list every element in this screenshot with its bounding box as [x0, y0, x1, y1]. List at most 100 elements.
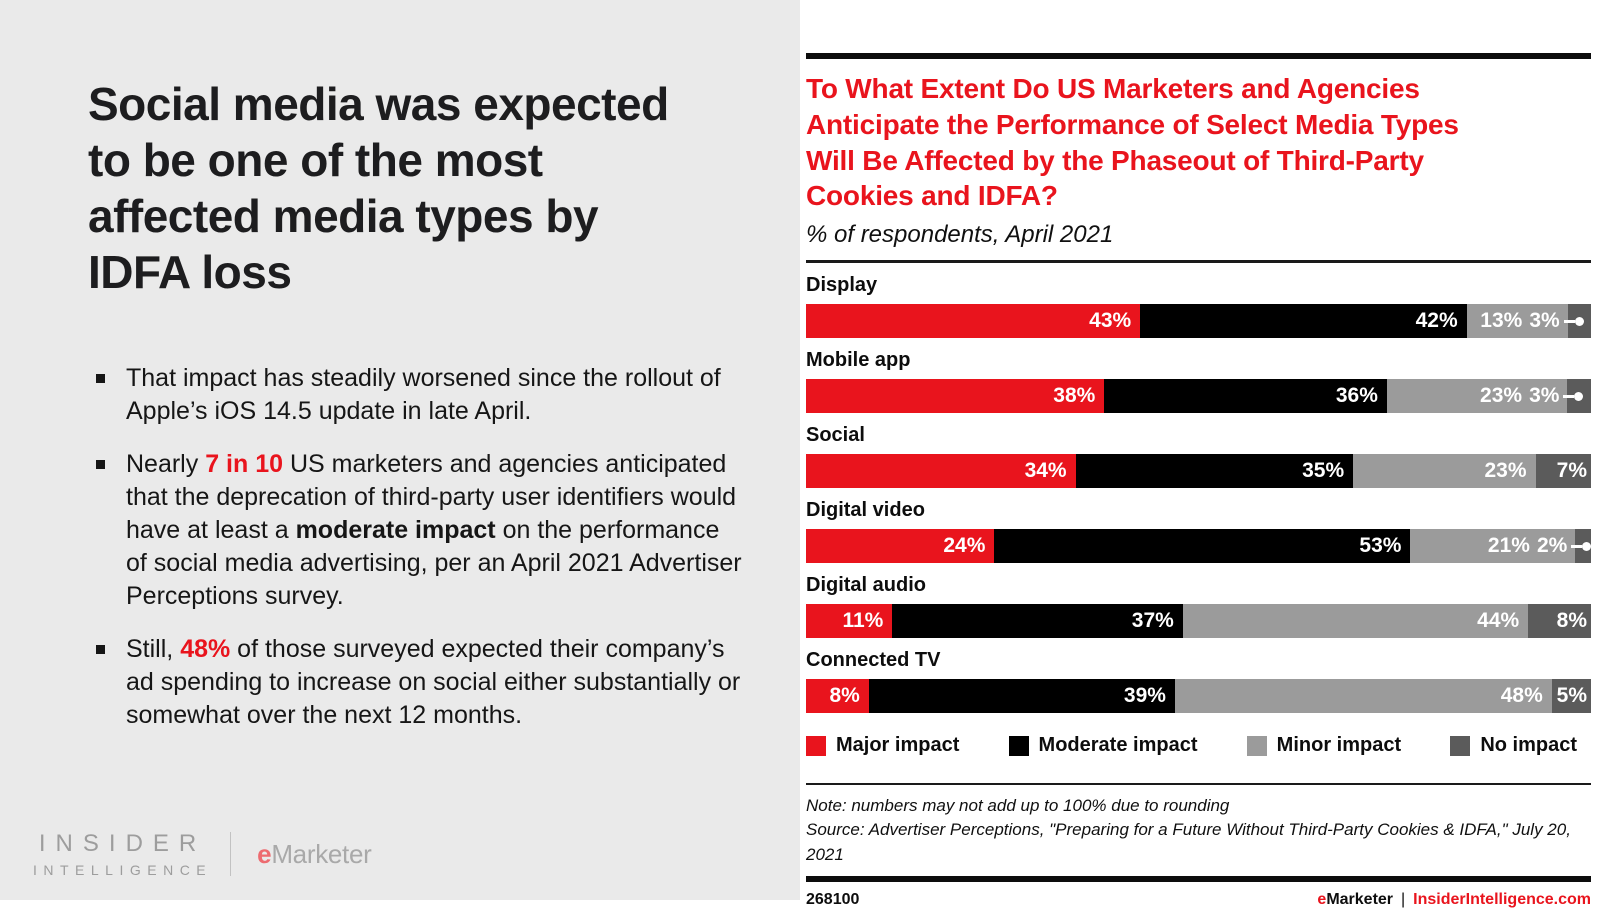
- footer-separator: |: [1401, 890, 1406, 908]
- bar-track-social: 34% 35% 23% 7%: [806, 454, 1591, 489]
- insider-intelligence-logo: INSIDER INTELLIGENCE: [33, 830, 212, 878]
- bar-segment-no-impact: 7%: [1535, 454, 1591, 489]
- bar-row-label: Display: [806, 274, 878, 297]
- segment-value-label: 43%: [1089, 309, 1132, 333]
- segment-value-label: 53%: [1359, 534, 1402, 558]
- bullet-square-icon: [96, 645, 105, 654]
- bar-segment-minor-impact: 23%: [1353, 454, 1536, 489]
- segment-value-label: 5%: [1556, 684, 1587, 708]
- bar-segment-major-impact: 43%: [806, 304, 1141, 339]
- emarketer-logo-e: e: [257, 838, 272, 869]
- bar-segment-minor-impact: 48%: [1174, 679, 1552, 714]
- callout-dot-icon: [1574, 391, 1584, 401]
- bar-segment-major-impact: 38%: [806, 379, 1105, 414]
- note-rule: [806, 783, 1591, 786]
- bar-segment-no-impact: 8%: [1528, 604, 1591, 639]
- bar-segment-major-impact: 11%: [806, 604, 893, 639]
- legend-swatch-icon: [1450, 735, 1471, 756]
- segment-value-label: 42%: [1415, 309, 1458, 333]
- top-rule: [806, 53, 1591, 59]
- logo-divider: [230, 832, 232, 876]
- legend-swatch-icon: [1246, 735, 1267, 756]
- bar-segment-minor-impact: 44%: [1182, 604, 1529, 639]
- bar-segment-minor-impact: 13% 3%: [1466, 304, 1584, 339]
- bar-row-label: Mobile app: [806, 349, 911, 372]
- segment-value-label: 23%: [1480, 384, 1523, 408]
- bar-row-label: Digital video: [806, 499, 925, 522]
- segment-value-label: 44%: [1477, 609, 1520, 633]
- segment-value-label: 2%: [1536, 534, 1568, 558]
- bar-track-mobile-app: 38% 36% 23% 3%: [806, 379, 1591, 414]
- callout-leader-line: [1563, 319, 1575, 323]
- bar-track-digital-audio: 11% 37% 44% 8%: [806, 604, 1591, 639]
- bullet-square-icon: [96, 460, 105, 469]
- emarketer-logo-text: Marketer: [271, 838, 372, 869]
- chart-title: To What Extent Do US Marketers and Agenc…: [806, 73, 1459, 212]
- segment-value-label: 8%: [1556, 609, 1587, 633]
- bar-segment-minor-impact: 21% 2%: [1410, 529, 1592, 564]
- bullet-text: That impact has steadily worsened since …: [126, 364, 721, 425]
- bar-segment-moderate-impact: 39%: [868, 679, 1175, 714]
- segment-value-label: 35%: [1302, 459, 1345, 483]
- footer-rule: [806, 875, 1591, 882]
- legend-item-no-impact: No impact: [1450, 734, 1577, 757]
- intelligence-logo-text: INTELLIGENCE: [33, 862, 213, 878]
- emarketer-logo: eMarketer: [257, 838, 372, 870]
- stacked-bar-chart: Display 43% 42% 13% 3% Mobile app 38% 36% 23% 3% S…: [806, 274, 1592, 714]
- segment-value-label: 21%: [1487, 534, 1530, 558]
- legend-label: Minor impact: [1276, 734, 1402, 757]
- bullet-item: That impact has steadily worsened since …: [96, 362, 746, 428]
- bullet-list: That impact has steadily worsened since …: [96, 362, 746, 732]
- bar-segment-major-impact: 8%: [806, 679, 869, 714]
- segment-value-label: 36%: [1335, 384, 1378, 408]
- bar-segment-minor-impact: 23% 3%: [1386, 379, 1584, 414]
- bar-segment-moderate-impact: 53%: [994, 529, 1411, 564]
- bar-segment-moderate-impact: 35%: [1075, 454, 1354, 489]
- segment-value-label: 38%: [1053, 384, 1096, 408]
- insider-intelligence-emarketer-lockup: INSIDER INTELLIGENCE eMarketer: [33, 830, 372, 878]
- segment-value-label: 3%: [1529, 309, 1560, 333]
- chart-legend: Major impact Moderate impact Minor impact N…: [806, 734, 1591, 757]
- legend-swatch-icon: [806, 735, 826, 756]
- left-summary-panel: Social media was expected to be one of th…: [0, 0, 800, 900]
- bullet-text: Nearly 7 in 10 US marketers and agencies…: [126, 450, 742, 610]
- bar-segment-moderate-impact: 36%: [1104, 379, 1387, 414]
- segment-value-label: 13%: [1480, 309, 1523, 333]
- segment-value-label: 3%: [1529, 384, 1560, 408]
- bar-row-label: Social: [806, 424, 865, 447]
- bar-segment-major-impact: 34%: [806, 454, 1076, 489]
- segment-value-label: 34%: [1024, 459, 1067, 483]
- footer-site-link: InsiderIntelligence.com: [1413, 890, 1591, 908]
- bar-segment-no-impact: 5%: [1551, 679, 1591, 714]
- callout-leader-line: [1571, 544, 1583, 548]
- legend-item-moderate-impact: Moderate impact: [1008, 734, 1198, 757]
- bar-row-label: Connected TV: [806, 649, 941, 672]
- subtitle-rule: [806, 260, 1591, 264]
- legend-swatch-icon: [1008, 735, 1029, 756]
- bullet-text: Still, 48% of those surveyed expected th…: [126, 635, 741, 729]
- segment-value-label: 8%: [829, 684, 860, 708]
- chart-subtitle: % of respondents, April 2021: [806, 221, 1114, 249]
- callout-dot-icon: [1582, 541, 1592, 551]
- callout-dot-icon: [1574, 316, 1584, 326]
- bullet-item: Nearly 7 in 10 US marketers and agencies…: [96, 448, 746, 613]
- segment-value-label: 7%: [1556, 459, 1587, 483]
- bar-track-digital-video: 24% 53% 21% 2%: [806, 529, 1592, 564]
- bar-track-connected-tv: 8% 39% 48% 5%: [806, 679, 1591, 714]
- page-title: Social media was expected to be one of th…: [88, 78, 669, 299]
- callout-leader-line: [1563, 394, 1575, 398]
- legend-label: Moderate impact: [1038, 734, 1198, 757]
- segment-value-label: 24%: [943, 534, 986, 558]
- segment-value-label: 37%: [1131, 609, 1174, 633]
- bullet-item: Still, 48% of those surveyed expected th…: [96, 633, 746, 732]
- note-source-block: Note: numbers may not add up to 100% due…: [806, 794, 1591, 866]
- legend-label: Major impact: [836, 734, 960, 757]
- bar-segment-moderate-impact: 42%: [1140, 304, 1467, 339]
- footer-emarketer-rest: Marketer: [1326, 890, 1394, 908]
- insider-logo-text: INSIDER: [38, 830, 207, 857]
- footer-emarketer-e: e: [1317, 890, 1327, 908]
- legend-item-minor-impact: Minor impact: [1246, 734, 1402, 757]
- legend-item-major-impact: Major impact: [806, 734, 959, 757]
- bar-segment-moderate-impact: 37%: [892, 604, 1183, 639]
- chart-note: Note: numbers may not add up to 100% due…: [806, 796, 1230, 816]
